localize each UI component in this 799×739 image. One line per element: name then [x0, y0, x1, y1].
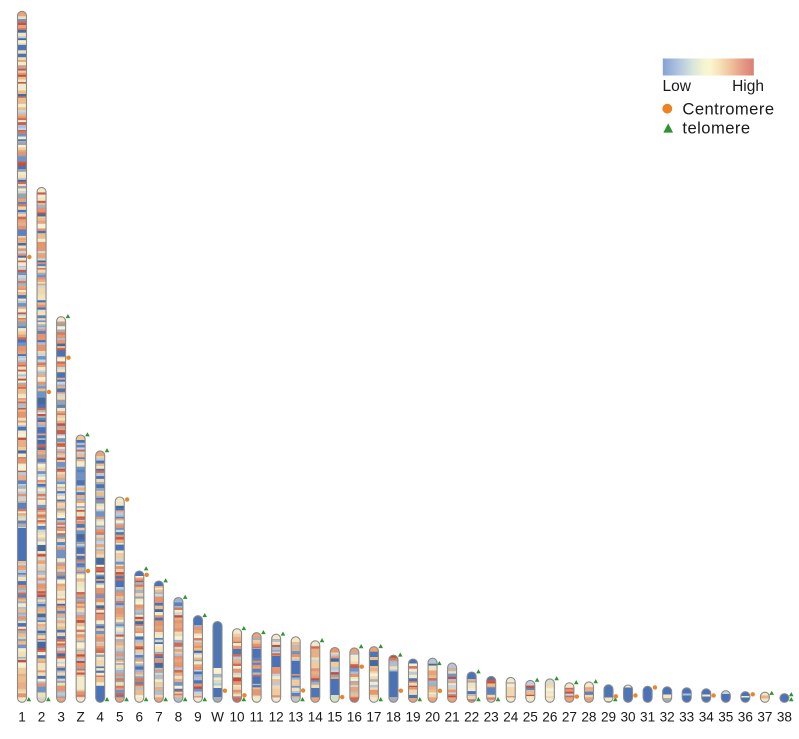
- svg-text:7: 7: [155, 710, 163, 725]
- svg-text:telomere: telomere: [682, 118, 750, 137]
- svg-text:Low: Low: [663, 78, 692, 95]
- svg-text:17: 17: [366, 710, 381, 725]
- svg-text:1: 1: [18, 710, 26, 725]
- svg-text:35: 35: [718, 710, 733, 725]
- svg-text:28: 28: [581, 710, 596, 725]
- svg-text:2: 2: [38, 710, 46, 725]
- svg-text:32: 32: [660, 710, 675, 725]
- svg-text:13: 13: [288, 710, 303, 725]
- svg-text:23: 23: [484, 710, 499, 725]
- svg-text:20: 20: [425, 710, 441, 725]
- svg-text:10: 10: [229, 710, 245, 725]
- svg-text:37: 37: [757, 710, 772, 725]
- svg-text:High: High: [732, 78, 764, 95]
- svg-text:24: 24: [503, 710, 519, 725]
- svg-text:22: 22: [464, 710, 479, 725]
- svg-text:6: 6: [136, 710, 144, 725]
- svg-text:11: 11: [250, 710, 264, 725]
- svg-text:27: 27: [562, 710, 577, 725]
- svg-text:15: 15: [327, 710, 342, 725]
- svg-text:29: 29: [601, 710, 616, 725]
- svg-text:25: 25: [523, 710, 538, 725]
- svg-text:21: 21: [445, 710, 460, 725]
- svg-text:Centromere: Centromere: [682, 100, 774, 119]
- svg-text:26: 26: [542, 710, 557, 725]
- svg-text:Z: Z: [76, 710, 84, 725]
- svg-text:9: 9: [194, 710, 202, 725]
- svg-text:19: 19: [405, 710, 420, 725]
- svg-text:30: 30: [620, 710, 636, 725]
- svg-text:W: W: [211, 710, 224, 725]
- svg-text:3: 3: [57, 710, 65, 725]
- svg-text:14: 14: [308, 710, 324, 725]
- svg-text:18: 18: [386, 710, 401, 725]
- svg-text:16: 16: [347, 710, 362, 725]
- svg-text:31: 31: [640, 710, 655, 725]
- svg-text:4: 4: [96, 710, 104, 725]
- svg-text:5: 5: [116, 710, 124, 725]
- svg-text:34: 34: [699, 710, 715, 725]
- svg-text:8: 8: [175, 710, 183, 725]
- svg-text:38: 38: [777, 710, 792, 725]
- svg-text:33: 33: [679, 710, 694, 725]
- svg-text:36: 36: [738, 710, 753, 725]
- svg-text:12: 12: [269, 710, 284, 725]
